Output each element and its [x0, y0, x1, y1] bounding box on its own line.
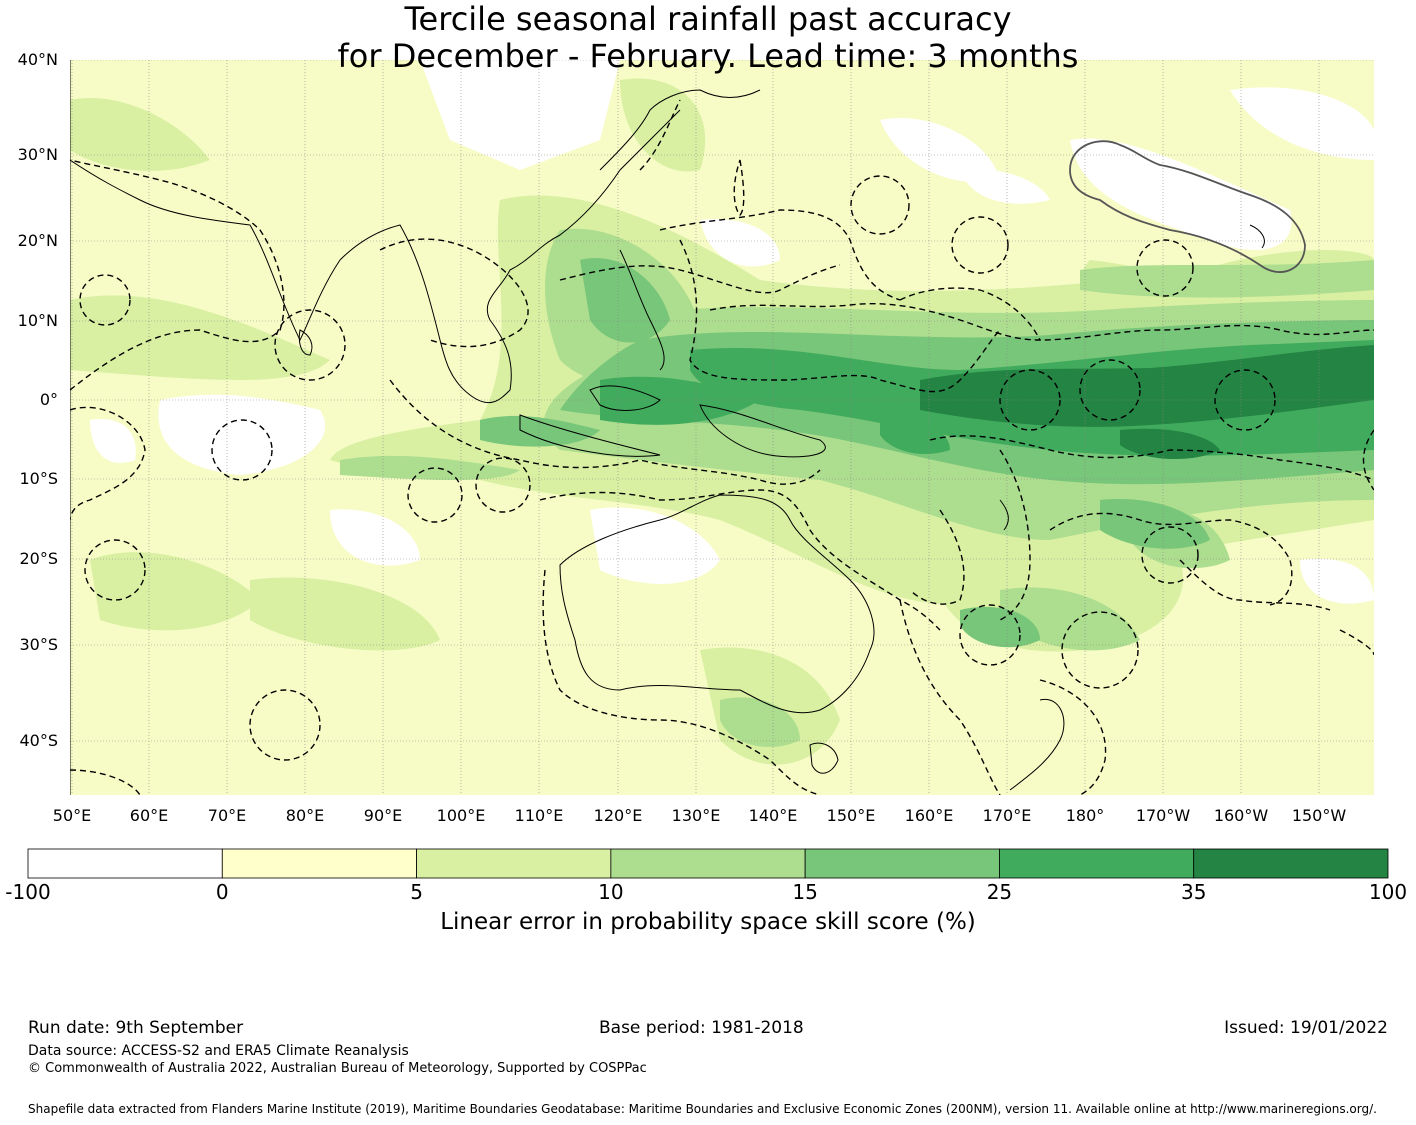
- hawaii-eez-outline: [1069, 140, 1306, 273]
- colorbar-tick-label: 100: [1368, 880, 1408, 904]
- colorbar: [27, 848, 1389, 879]
- colorbar-label: Linear error in probability space skill …: [440, 909, 976, 935]
- lon-label: 100°E: [436, 806, 486, 825]
- lon-label: 50°E: [52, 806, 92, 825]
- lon-label: 180°: [1065, 806, 1105, 825]
- map-gridlines: [70, 60, 1374, 795]
- lon-label: 120°E: [593, 806, 643, 825]
- lat-label: 30°N: [17, 145, 58, 164]
- colorbar-tick-label: 35: [1180, 880, 1207, 904]
- map-title-line1: Tercile seasonal rainfall past accuracy: [404, 0, 1012, 38]
- data-source: Data source: ACCESS-S2 and ERA5 Climate …: [28, 1043, 409, 1059]
- lon-label: 130°E: [671, 806, 721, 825]
- lat-label: 10°N: [17, 311, 58, 330]
- lat-label: 30°S: [19, 635, 58, 654]
- colorbar-tick-label: -100: [5, 880, 51, 904]
- lon-label: 80°E: [285, 806, 325, 825]
- colorbar-swatch: [416, 848, 612, 879]
- lat-label: 20°N: [17, 231, 58, 250]
- lat-label: 20°S: [19, 549, 58, 568]
- lon-label: 90°E: [363, 806, 403, 825]
- colorbar-swatch: [27, 848, 223, 879]
- colorbar-tick-label: 10: [598, 880, 624, 904]
- colorbar-tick-label: 0: [215, 880, 229, 904]
- lon-label: 160°W: [1213, 806, 1269, 825]
- copyright: © Commonwealth of Australia 2022, Austra…: [28, 1061, 647, 1076]
- lat-label: 40°S: [19, 731, 58, 750]
- lon-label: 150°W: [1291, 806, 1347, 825]
- lon-label: 170°W: [1135, 806, 1191, 825]
- lon-label: 140°E: [748, 806, 798, 825]
- issued-date: Issued: 19/01/2022: [1224, 1018, 1388, 1038]
- colorbar-swatch: [804, 848, 1000, 879]
- run-date: Run date: 9th September: [28, 1018, 244, 1038]
- lon-label: 170°E: [982, 806, 1032, 825]
- map-title-line2: for December - February. Lead time: 3 mo…: [337, 37, 1079, 75]
- lon-label: 110°E: [514, 806, 564, 825]
- colorbar-swatch: [1193, 848, 1389, 879]
- colorbar-swatch: [610, 848, 806, 879]
- skill-shading: [70, 60, 1374, 765]
- lat-label: 40°N: [17, 50, 58, 69]
- colorbar-tick-label: 5: [410, 880, 423, 904]
- colorbar-swatch: [221, 848, 417, 879]
- shapefile-credit: Shapefile data extracted from Flanders M…: [28, 1102, 1377, 1116]
- colorbar-tick-label: 25: [986, 880, 1013, 904]
- lon-label: 150°E: [826, 806, 876, 825]
- lat-label: 10°S: [19, 469, 58, 488]
- lon-label: 60°E: [129, 806, 169, 825]
- colorbar-tick-label: 15: [792, 880, 818, 904]
- lon-label: 70°E: [207, 806, 247, 825]
- base-period: Base period: 1981-2018: [599, 1018, 804, 1038]
- lon-label: 160°E: [904, 806, 954, 825]
- lat-label: 0°: [39, 390, 58, 409]
- colorbar-swatch: [999, 848, 1195, 879]
- eez-boundaries: [70, 99, 1374, 795]
- coastlines: [70, 60, 1265, 795]
